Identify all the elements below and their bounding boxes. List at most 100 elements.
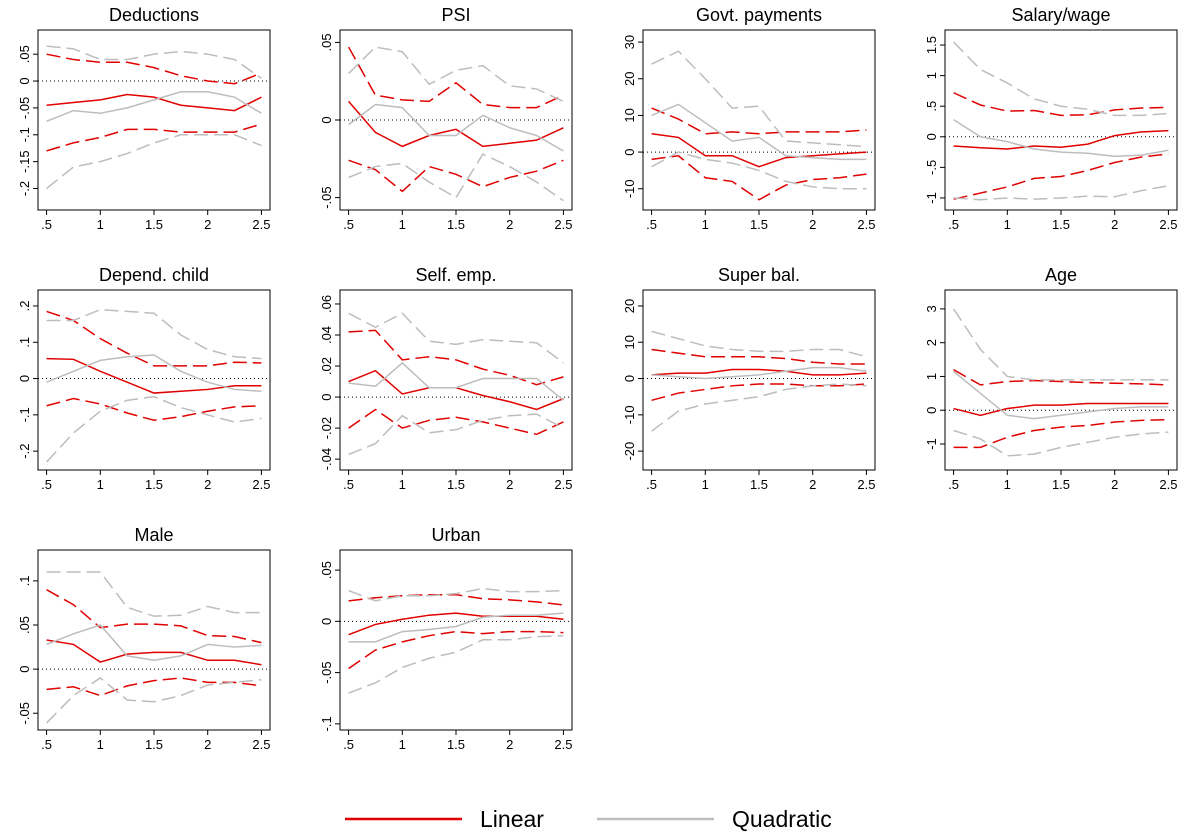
x-tick-label: 1 — [702, 477, 709, 492]
y-tick-label: .2 — [17, 301, 32, 312]
x-tick-label: 1 — [399, 217, 406, 232]
estimate-line — [46, 354, 262, 392]
estimate-line — [348, 369, 564, 411]
x-tick-label: .5 — [646, 477, 657, 492]
panel-title: Depend. child — [99, 265, 209, 285]
estimate-line — [46, 91, 262, 123]
legend-label: Quadratic — [732, 806, 832, 832]
y-tick-label: 0 — [622, 148, 637, 155]
panel: Salary/wage .5 1 1.5 2 2.5 -1 -.5 0 .5 1 1.5 — [924, 5, 1178, 232]
y-tick-label: -.5 — [924, 160, 939, 175]
panel: Super bal. .5 1 1.5 2 2.5 -20 -10 0 10 20 — [622, 265, 876, 492]
panel: Govt. payments .5 1 1.5 2 2.5 -10 0 10 20 30 — [622, 5, 876, 232]
band-line — [46, 589, 262, 644]
x-tick-label: 1 — [97, 217, 104, 232]
band-line — [952, 308, 1169, 381]
band-line — [651, 154, 867, 201]
y-tick-label: .05 — [17, 45, 32, 63]
band-line — [953, 153, 1169, 200]
panel: Urban .5 1 1.5 2 2.5 -.1 -.05 0 .05 — [319, 525, 573, 752]
panel: PSI .5 1 1.5 2 2.5 -.05 0 .05 — [319, 5, 573, 232]
band-line — [348, 413, 564, 456]
x-tick-label: 1 — [1004, 477, 1011, 492]
estimate-line — [348, 612, 564, 643]
y-tick-label: 0 — [17, 375, 32, 382]
x-tick-label: 2 — [809, 217, 816, 232]
band-line — [348, 634, 564, 694]
y-tick-label: -1 — [924, 438, 939, 450]
panel: Age .5 1 1.5 2 2.5 -1 0 1 2 3 — [924, 265, 1178, 492]
y-tick-label: -.1 — [17, 407, 32, 422]
y-tick-label: 0 — [924, 407, 939, 414]
y-tick-label: -10 — [622, 179, 637, 198]
x-tick-label: 2.5 — [554, 477, 572, 492]
x-tick-label: 1.5 — [145, 737, 163, 752]
x-tick-label: 1 — [97, 477, 104, 492]
x-tick-label: 2 — [506, 477, 513, 492]
band-line — [348, 159, 564, 193]
panel-title: PSI — [441, 5, 470, 25]
band-line — [953, 92, 1169, 117]
y-tick-label: -20 — [622, 442, 637, 461]
band-line — [46, 310, 262, 367]
x-tick-label: 1 — [1004, 217, 1011, 232]
x-tick-label: 1 — [702, 217, 709, 232]
band-line — [651, 348, 867, 365]
x-tick-label: 2 — [204, 737, 211, 752]
band-line — [651, 330, 867, 358]
estimate-line — [651, 103, 867, 161]
y-tick-label: .1 — [17, 337, 32, 348]
legend-label: Linear — [480, 806, 544, 832]
panel-title: Deductions — [109, 5, 199, 25]
y-tick-label: -.02 — [319, 417, 334, 439]
estimate-line — [651, 368, 867, 376]
x-tick-label: .5 — [948, 477, 959, 492]
panel-title: Salary/wage — [1011, 5, 1110, 25]
y-tick-label: 30 — [622, 35, 637, 49]
estimate-line — [953, 129, 1169, 150]
y-tick-label: -.1 — [319, 716, 334, 731]
y-tick-label: 1.5 — [924, 36, 939, 54]
plot-frame — [37, 289, 271, 471]
y-tick-label: 3 — [924, 305, 939, 312]
y-tick-label: 0 — [17, 77, 32, 84]
x-tick-label: 2.5 — [1159, 217, 1177, 232]
x-tick-label: 1.5 — [750, 217, 768, 232]
y-tick-label: 0 — [17, 666, 32, 673]
x-tick-label: 1.5 — [750, 477, 768, 492]
x-tick-label: 2.5 — [554, 737, 572, 752]
y-tick-label: 0 — [319, 393, 334, 400]
band-line — [348, 408, 564, 436]
y-tick-label: -.2 — [17, 181, 32, 196]
x-tick-label: 1 — [399, 737, 406, 752]
x-tick-label: 1 — [97, 737, 104, 752]
y-tick-label: .06 — [319, 295, 334, 313]
x-tick-label: 1.5 — [1052, 217, 1070, 232]
y-tick-label: 0 — [622, 375, 637, 382]
y-tick-label: 2 — [924, 339, 939, 346]
x-tick-label: 2.5 — [252, 737, 270, 752]
band-line — [46, 395, 262, 463]
plot-frame — [37, 29, 271, 211]
band-line — [348, 593, 564, 606]
y-tick-label: -.05 — [17, 702, 32, 724]
estimate-line — [348, 100, 564, 148]
x-tick-label: 2.5 — [857, 217, 875, 232]
x-tick-label: 2 — [809, 477, 816, 492]
panel: Depend. child .5 1 1.5 2 2.5 -.2 -.1 0 .1 .2 — [17, 265, 271, 492]
y-tick-label: .02 — [319, 357, 334, 375]
estimate-line — [348, 612, 564, 636]
y-tick-label: .05 — [17, 616, 32, 634]
y-tick-label: -.05 — [319, 661, 334, 683]
plot-frame — [944, 29, 1178, 211]
panel-title: Age — [1045, 265, 1077, 285]
y-tick-label: -.2 — [17, 444, 32, 459]
estimate-line — [46, 93, 262, 112]
x-tick-label: 2.5 — [1159, 477, 1177, 492]
y-tick-label: 10 — [622, 108, 637, 122]
y-tick-label: 20 — [622, 299, 637, 313]
plot-frame — [37, 549, 271, 731]
band-line — [46, 397, 262, 422]
x-tick-label: 2 — [1111, 217, 1118, 232]
